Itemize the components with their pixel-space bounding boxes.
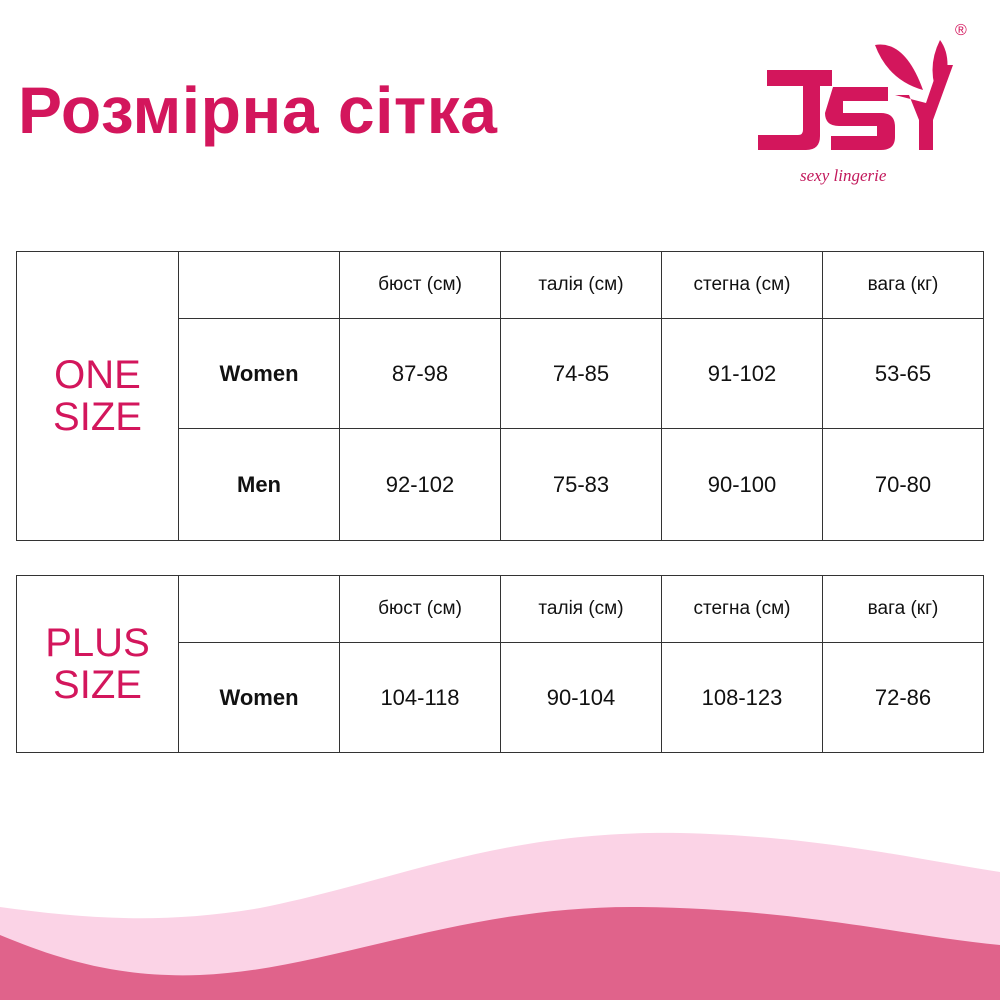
- column-header: талія (см): [500, 575, 662, 643]
- column-header: вага (кг): [822, 251, 984, 319]
- table-row: Men 92-102 75-83 90-100 70-80: [17, 428, 984, 541]
- registered-mark: ®: [955, 22, 967, 39]
- column-header: талія (см): [500, 251, 662, 319]
- cell-value: 104-118: [339, 642, 501, 753]
- plus-size-table: PLUS SIZE бюст (см) талія (см) стегна (с…: [16, 575, 984, 753]
- logo-tagline: sexy lingerie: [800, 166, 887, 185]
- cell-value: 92-102: [339, 428, 501, 541]
- cell-value: 72-86: [822, 642, 984, 753]
- jsy-logo-icon: ®: [758, 22, 967, 150]
- group-label-one-size: ONE SIZE: [16, 251, 179, 541]
- page-title: Розмірна сітка: [18, 73, 498, 147]
- cell-value: 90-104: [500, 642, 662, 753]
- group-line: SIZE: [53, 663, 142, 707]
- cell-value: 70-80: [822, 428, 984, 541]
- column-header: бюст (см): [339, 575, 501, 643]
- cell-value: 74-85: [500, 318, 662, 429]
- group-label-plus-size: PLUS SIZE: [16, 575, 179, 753]
- column-header: стегна (см): [661, 575, 823, 643]
- cell-value: 91-102: [661, 318, 823, 429]
- cell-value: 87-98: [339, 318, 501, 429]
- row-label: Women: [178, 642, 340, 753]
- cell-value: 75-83: [500, 428, 662, 541]
- group-line: SIZE: [53, 395, 142, 439]
- empty-header-cell: [178, 575, 340, 643]
- wave-dark: [0, 906, 1000, 1000]
- row-label: Men: [178, 428, 340, 541]
- decorative-wave: [0, 832, 1000, 1000]
- group-line: PLUS: [45, 621, 150, 665]
- cell-value: 53-65: [822, 318, 984, 429]
- table-row: Women 87-98 74-85 91-102 53-65: [17, 318, 984, 429]
- empty-header-cell: [178, 251, 340, 319]
- one-size-table: ONE SIZE бюст (см) талія (см) стегна (см…: [16, 251, 984, 541]
- column-header: стегна (см): [661, 251, 823, 319]
- group-line: ONE: [54, 353, 141, 397]
- table-row: Women 104-118 90-104 108-123 72-86: [17, 642, 984, 753]
- column-header: вага (кг): [822, 575, 984, 643]
- cell-value: 108-123: [661, 642, 823, 753]
- row-label: Women: [178, 318, 340, 429]
- column-header: бюст (см): [339, 251, 501, 319]
- cell-value: 90-100: [661, 428, 823, 541]
